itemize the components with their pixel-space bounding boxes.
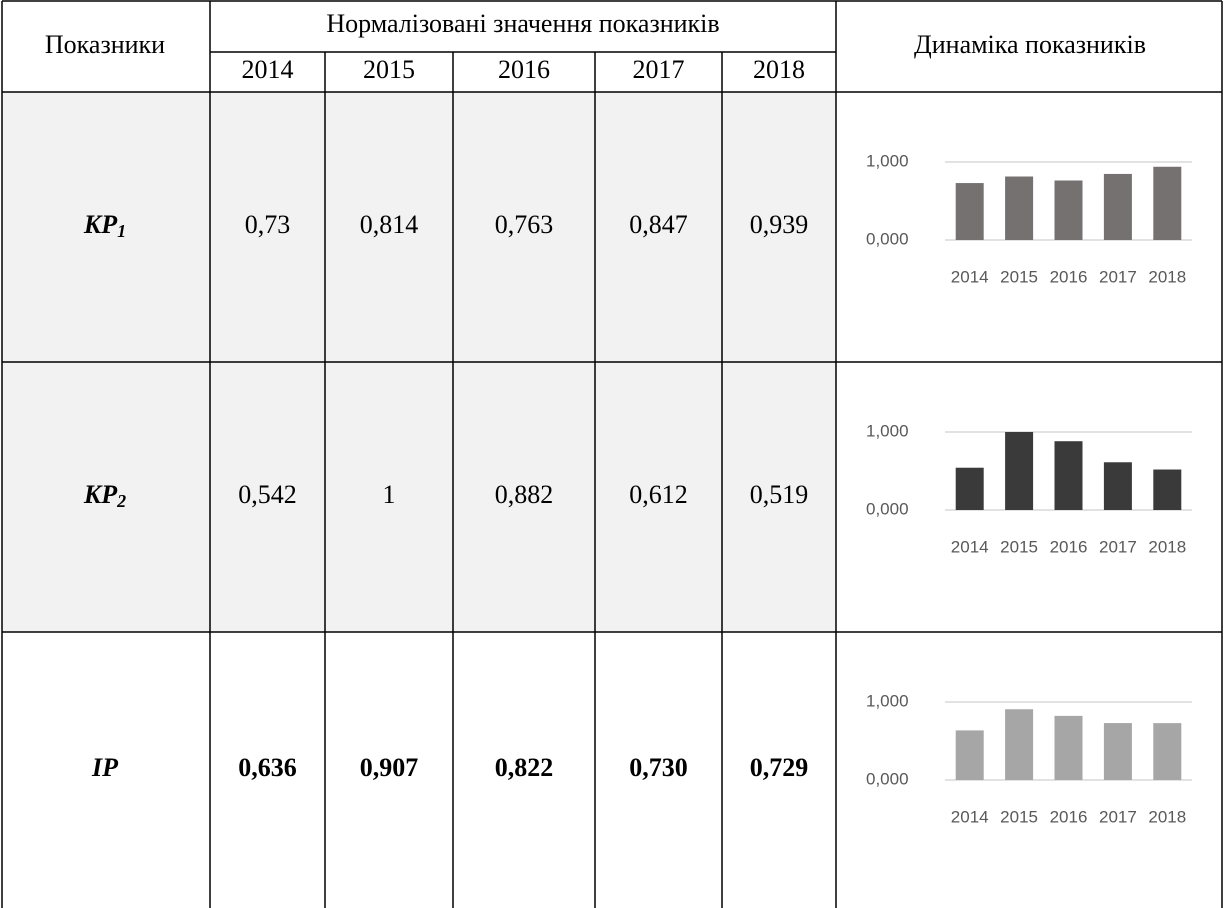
bar [1054,180,1083,240]
x-tick-label: 2015 [1000,807,1038,826]
label-sub: 1 [117,221,126,241]
value-cell: 0,636 [238,753,297,782]
bar [1005,432,1034,510]
header-dynamics: Динаміка показників [914,30,1146,59]
bar [1005,176,1034,240]
bar [955,730,984,780]
y-tick-label: 1,000 [866,691,909,710]
y-tick-label: 0,000 [866,499,909,518]
bar [1103,723,1132,780]
bar [955,467,984,510]
x-tick-label: 2018 [1148,807,1186,826]
x-tick-label: 2016 [1050,807,1088,826]
bar [1153,469,1182,510]
y-tick-label: 0,000 [866,229,909,248]
value-cell: 0,542 [238,480,297,509]
header-indicator: Показники [45,30,165,59]
header-year: 2018 [753,55,805,84]
y-tick-label: 1,000 [866,151,909,170]
value-cell: 0,847 [629,210,688,239]
x-tick-label: 2017 [1099,807,1137,826]
value-cell: 0,763 [495,210,554,239]
value-cell: 0,814 [360,210,419,239]
header-year: 2015 [363,55,415,84]
x-tick-label: 2014 [951,267,989,286]
x-tick-label: 2015 [1000,267,1038,286]
row-shade [2,362,836,632]
value-cell: 0,729 [750,753,809,782]
y-tick-label: 0,000 [866,769,909,788]
row-label: KP1 [83,210,126,241]
label-main: KP [83,480,118,509]
value-cell: 0,730 [629,753,688,782]
row-shade [2,92,836,362]
bar [1054,715,1083,780]
x-tick-label: 2017 [1099,267,1137,286]
bar [1103,462,1132,510]
bar [1153,723,1182,780]
value-cell: 0,519 [750,480,809,509]
row-label: KP2 [83,480,126,511]
header-normalized: Нормалізовані значення показників [326,9,719,38]
x-tick-label: 2015 [1000,537,1038,556]
label-main: KP [83,210,118,239]
bar [955,183,984,240]
row-label: IP [91,753,119,782]
x-tick-label: 2016 [1050,267,1088,286]
value-cell: 0,882 [495,480,554,509]
bar [1103,173,1132,240]
value-cell: 1 [383,480,396,509]
x-tick-label: 2014 [951,537,989,556]
header-year: 2017 [633,55,685,84]
value-cell: 0,612 [629,480,688,509]
label-sub: 2 [116,491,126,511]
x-tick-label: 2016 [1050,537,1088,556]
header-year: 2014 [242,55,294,84]
x-tick-label: 2018 [1148,267,1186,286]
x-tick-label: 2014 [951,807,989,826]
x-tick-label: 2018 [1148,537,1186,556]
x-tick-label: 2017 [1099,537,1137,556]
y-tick-label: 1,000 [866,421,909,440]
bar [1054,441,1083,510]
value-cell: 0,939 [750,210,809,239]
value-cell: 0,907 [360,753,419,782]
value-cell: 0,73 [245,210,291,239]
header-year: 2016 [498,55,550,84]
bar [1005,709,1034,780]
bar [1153,166,1182,240]
value-cell: 0,822 [495,753,554,782]
label-main: IP [91,753,119,782]
